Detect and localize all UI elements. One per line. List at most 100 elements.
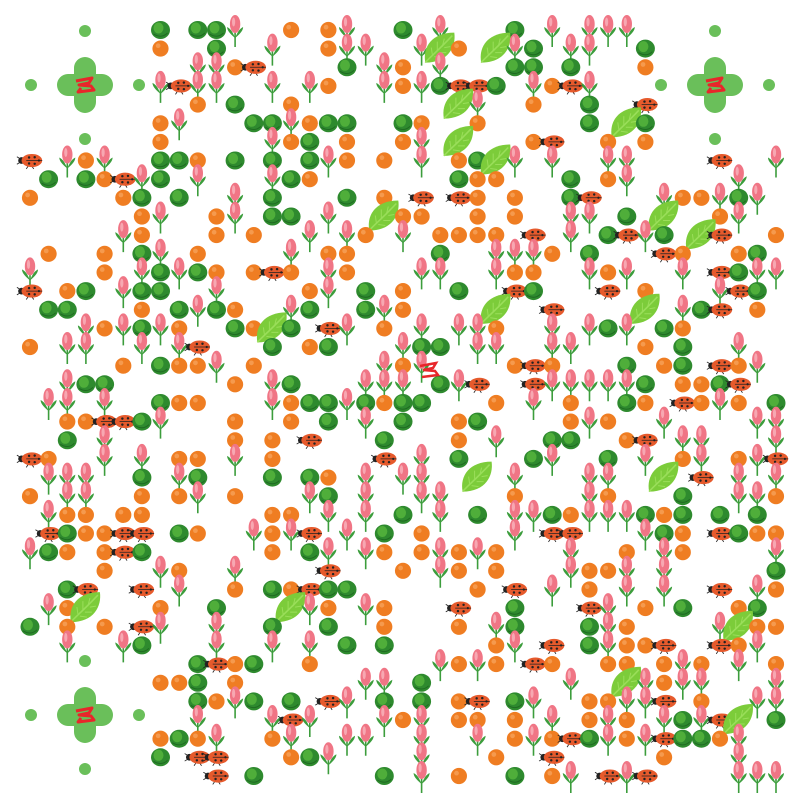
orange-dot-icon (488, 562, 505, 579)
ladybug-icon (408, 190, 435, 207)
green-leaf-icon (150, 20, 171, 40)
tulip-bud-icon (767, 760, 785, 794)
orange-dot-icon (227, 413, 244, 430)
orange-dot-icon (394, 59, 412, 76)
orange-dot-icon (600, 656, 617, 673)
orange-dot-icon (301, 171, 318, 188)
tulip-bud-icon (226, 14, 244, 48)
orange-dot-icon (152, 133, 169, 150)
orange-dot-icon (506, 711, 523, 729)
orange-dot-icon (115, 357, 132, 374)
orange-dot-icon (96, 171, 113, 188)
orange-dot-icon (450, 656, 467, 673)
green-leaf-icon (150, 262, 171, 282)
ladybug-icon (109, 172, 136, 189)
tulip-bud-icon (300, 219, 319, 253)
green-leaf-icon (467, 505, 488, 525)
orange-dot-icon (59, 544, 76, 561)
green-leaf-icon (299, 150, 320, 171)
tulip-bud-icon (39, 387, 58, 421)
green-leaf-icon (187, 654, 208, 674)
tulip-bud-icon (151, 200, 170, 235)
tulip-bud-icon (151, 610, 170, 645)
green-leaf-icon (281, 318, 302, 338)
orange-dot-icon (189, 394, 206, 412)
orange-dot-icon (376, 320, 393, 337)
tulip-bud-icon (39, 592, 58, 626)
green-leaf-icon (448, 449, 469, 469)
tulip-bud-icon (450, 368, 468, 403)
tulip-bud-icon (673, 666, 692, 701)
ladybug-icon (706, 526, 733, 543)
ladybug-icon (202, 657, 230, 674)
orange-dot-icon (600, 413, 617, 430)
ladybug-icon (16, 451, 43, 468)
orange-dot-icon (152, 730, 169, 747)
tulip-bud-icon (338, 685, 356, 720)
green-leaf-icon (392, 113, 414, 133)
green-leaf-icon (299, 300, 320, 320)
orange-dot-icon (301, 283, 318, 300)
orange-dot-icon (637, 600, 654, 617)
tulip-bud-icon (319, 200, 338, 235)
green-leaf-icon (243, 113, 264, 133)
tulip-bud-icon (412, 480, 431, 515)
orange-dot-icon (264, 432, 281, 449)
orange-dot-icon (394, 711, 412, 729)
green-leaf-icon (765, 710, 787, 730)
tulip-bud-icon (617, 14, 636, 48)
tulip-bud-icon (356, 32, 375, 67)
orange-dot-icon (450, 152, 467, 169)
orange-dot-icon (320, 77, 337, 94)
ladybug-icon (314, 694, 342, 711)
ladybug-icon (538, 750, 565, 767)
green-leaf-icon (392, 20, 414, 40)
tulip-bud-icon (151, 405, 170, 440)
tulip-bud-icon (58, 629, 77, 664)
orange-dot-icon (544, 730, 561, 747)
orange-dot-icon (488, 544, 505, 561)
tulip-bud-icon (319, 499, 338, 533)
orange-dot-icon (208, 208, 225, 225)
orange-dot-icon (581, 562, 598, 579)
orange-dot-icon (469, 581, 486, 598)
green-leaf-icon (187, 20, 208, 40)
orange-dot-icon (245, 357, 262, 374)
tulip-bud-icon (767, 144, 785, 179)
lettuce-leaf-icon (461, 460, 493, 493)
ladybug-icon (445, 601, 472, 618)
orange-dot-icon (133, 488, 150, 505)
orange-dot-icon (618, 432, 635, 449)
orange-dot-icon (227, 656, 244, 673)
orange-dot-icon (618, 730, 635, 747)
green-leaf-icon (169, 188, 190, 208)
ladybug-icon (34, 526, 62, 543)
tulip-bud-icon (580, 368, 599, 403)
tulip-bud-icon (356, 592, 375, 626)
ladybug-icon (184, 339, 211, 356)
orange-dot-icon (432, 227, 449, 244)
tulip-bud-icon (468, 331, 487, 365)
green-leaf-icon (616, 206, 637, 227)
orange-dot-icon (600, 264, 617, 281)
orange-dot-icon (450, 767, 467, 785)
lettuce-leaf-icon (442, 87, 474, 120)
orange-dot-icon (544, 77, 561, 94)
orange-dot-icon (59, 283, 76, 300)
tulip-bud-icon (356, 722, 375, 757)
tulip-bud-icon (21, 536, 39, 571)
orange-dot-icon (171, 394, 188, 412)
orange-dot-icon (637, 59, 654, 76)
green-leaf-icon (57, 430, 78, 450)
orange-dot-icon (96, 525, 113, 542)
tulip-bud-icon (394, 219, 412, 253)
orange-dot-icon (283, 133, 300, 150)
tulip-bud-icon (617, 256, 636, 291)
orange-dot-icon (469, 208, 486, 225)
lettuce-leaf-icon (274, 591, 307, 623)
green-leaf-icon (523, 449, 544, 469)
tulip-bud-icon (711, 387, 729, 421)
tulip-bud-icon (375, 704, 394, 738)
orange-dot-icon (320, 21, 337, 39)
